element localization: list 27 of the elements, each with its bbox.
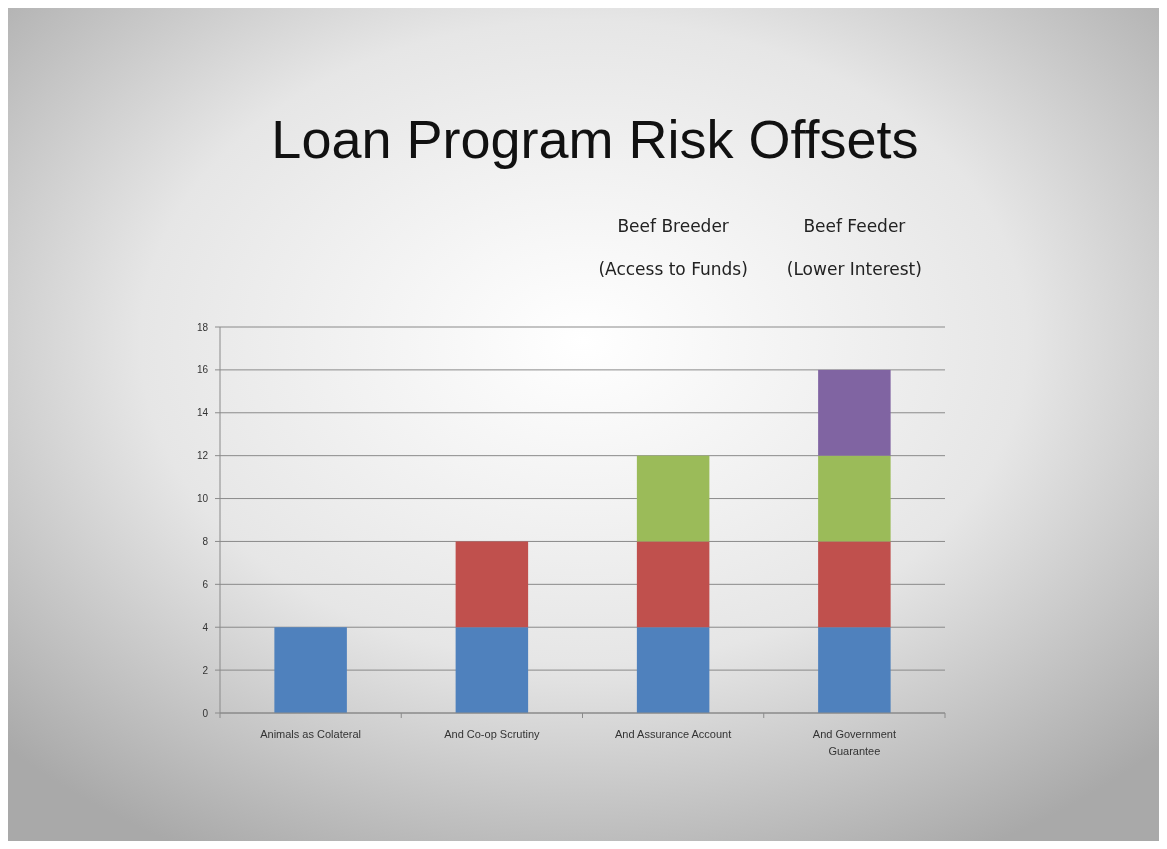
y-tick-label: 14 <box>196 407 209 419</box>
y-tick-label: 10 <box>196 493 209 505</box>
bar <box>455 627 529 713</box>
bar <box>818 455 891 542</box>
bar <box>818 627 891 713</box>
y-tick-label: 4 <box>202 621 209 633</box>
y-tick-label: 12 <box>196 450 209 462</box>
y-tick-label: 16 <box>196 364 209 376</box>
y-tick-label: 18 <box>196 321 209 333</box>
bar <box>636 541 710 628</box>
x-tick-label: And Co-op Scrutiny <box>444 728 541 740</box>
bar <box>636 455 710 542</box>
x-tick-label: And Government Guarantee <box>812 728 896 757</box>
y-tick-label: 6 <box>202 578 209 590</box>
y-tick-label: 2 <box>202 664 209 676</box>
bar <box>818 541 891 628</box>
bar <box>455 541 529 628</box>
chart-title: Loan Program Risk Offsets <box>271 109 919 169</box>
bar <box>818 369 891 456</box>
y-tick-label: 8 <box>202 535 209 547</box>
bar <box>274 627 347 713</box>
text: Beef Feeder (Lower Interest) <box>786 216 922 279</box>
x-tick-label: Animals as Colateral <box>260 728 362 740</box>
bar <box>636 627 710 713</box>
x-tick-label: And Assurance Account <box>615 728 732 740</box>
text: Beef Breeder (Access to Funds) <box>598 216 748 279</box>
y-tick-label: 0 <box>202 707 209 719</box>
